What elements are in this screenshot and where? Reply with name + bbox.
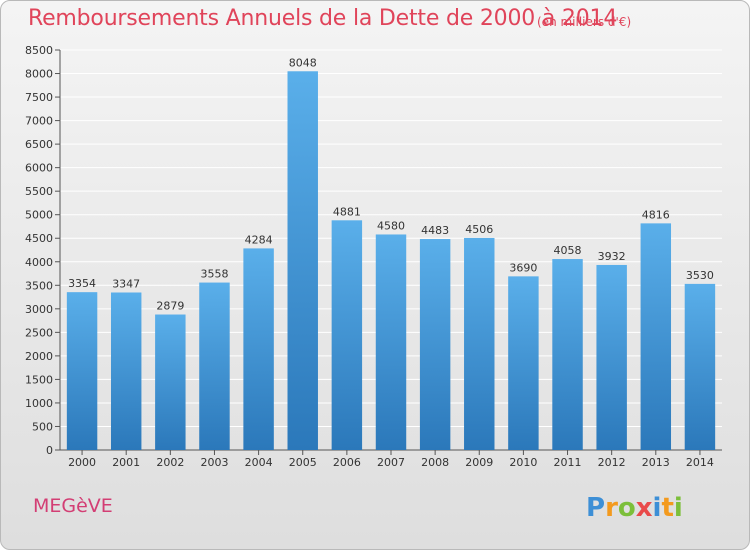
y-tick-label: 8500: [25, 44, 53, 57]
bar-2003: [199, 282, 230, 450]
bar-2011: [552, 259, 583, 450]
data-label-2014: 3530: [686, 269, 714, 282]
data-label-2004: 4284: [245, 233, 273, 246]
bar-2000: [66, 292, 98, 450]
data-label-2002: 2879: [156, 300, 184, 313]
y-tick-label: 5500: [25, 185, 53, 198]
y-tick-label: 5000: [25, 209, 53, 222]
x-tick-label-2012: 2012: [598, 456, 626, 469]
y-tick-label: 4000: [25, 256, 53, 269]
x-tick-label-2004: 2004: [245, 456, 273, 469]
bar-2010: [508, 276, 539, 450]
svg-text:Proxiti: Proxiti: [586, 493, 683, 523]
y-tick-label: 6500: [25, 138, 53, 151]
bar-2001: [110, 292, 142, 450]
y-tick-label: 3500: [25, 279, 53, 292]
bars: [66, 71, 716, 450]
y-tick-label: 500: [32, 420, 53, 433]
x-tick-label-2007: 2007: [377, 456, 405, 469]
bar-2012: [596, 264, 627, 450]
bar-2006: [331, 220, 363, 450]
y-tick-label: 1500: [25, 373, 53, 386]
x-tick-label-2014: 2014: [686, 456, 714, 469]
data-label-2008: 4483: [421, 224, 449, 237]
chart-title: Remboursements Annuels de la Dette de 20…: [28, 6, 618, 31]
x-tick-label-2008: 2008: [421, 456, 449, 469]
proxiti-logo: Proxiti: [586, 493, 683, 523]
x-tick-label-2011: 2011: [554, 456, 582, 469]
x-tick-label-2006: 2006: [333, 456, 361, 469]
y-tick-label: 1000: [25, 397, 53, 410]
x-tick-label-2000: 2000: [68, 456, 96, 469]
data-label-2012: 3932: [598, 250, 626, 263]
data-label-2005: 8048: [289, 56, 317, 69]
data-label-2011: 4058: [554, 244, 582, 257]
data-label-2009: 4506: [465, 223, 493, 236]
bar-2002: [155, 314, 186, 450]
data-label-2013: 4816: [642, 208, 670, 221]
data-labels: 3354 3347 2879 3558 4284 8048 4881 4580 4483 4506…: [68, 56, 714, 312]
data-label-2007: 4580: [377, 219, 405, 232]
data-label-2010: 3690: [509, 261, 537, 274]
bar-2007: [375, 234, 407, 450]
y-tick-label: 0: [46, 444, 53, 457]
x-tick-label-2002: 2002: [156, 456, 184, 469]
x-tick-label-2010: 2010: [509, 456, 537, 469]
bar-2008: [419, 239, 451, 450]
town-name: MEGèVE: [33, 495, 113, 517]
y-tick-label: 3000: [25, 303, 53, 316]
bar-2014: [684, 283, 716, 450]
y-tick-label: 7500: [25, 91, 53, 104]
bar-2005: [287, 71, 318, 450]
data-label-2000: 3354: [68, 277, 96, 290]
y-tick-label: 8000: [25, 68, 53, 81]
chart-subtitle: (en milliers d'€): [537, 15, 632, 29]
y-tick-label: 2500: [25, 326, 53, 339]
data-label-2003: 3558: [200, 268, 228, 281]
bar-2013: [640, 223, 672, 450]
x-tick-label-2013: 2013: [642, 456, 670, 469]
x-tick-label-2003: 2003: [200, 456, 228, 469]
x-tick-label-2001: 2001: [112, 456, 140, 469]
data-label-2001: 3347: [112, 277, 140, 290]
x-tick-label-2005: 2005: [289, 456, 317, 469]
x-tick-label-2009: 2009: [465, 456, 493, 469]
y-tick-label: 6000: [25, 162, 53, 175]
bar-2009: [464, 237, 495, 450]
data-label-2006: 4881: [333, 205, 361, 218]
y-tick-label: 4500: [25, 232, 53, 245]
y-tick-label: 2000: [25, 350, 53, 363]
bar-2004: [243, 248, 274, 450]
y-tick-label: 7000: [25, 115, 53, 128]
